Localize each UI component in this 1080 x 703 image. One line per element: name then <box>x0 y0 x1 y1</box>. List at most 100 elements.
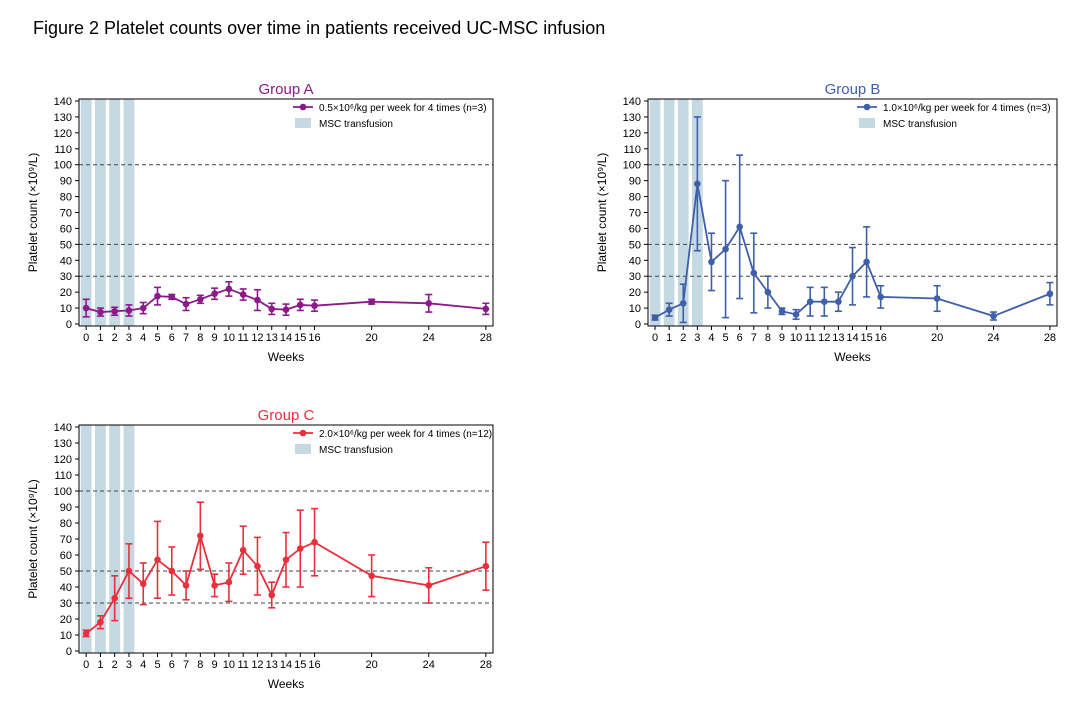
x-tick-label: 5 <box>154 659 160 671</box>
chart-title: Group B <box>825 81 881 98</box>
transfusion-bar <box>80 99 92 326</box>
y-tick-label: 30 <box>60 271 72 283</box>
x-tick-label: 2 <box>112 659 118 671</box>
data-point <box>254 296 261 304</box>
x-tick-label: 28 <box>1044 332 1056 344</box>
transfusion-bar <box>123 425 135 653</box>
y-tick-label: 60 <box>60 223 72 235</box>
y-tick-label: 10 <box>629 303 641 315</box>
data-point <box>425 299 433 307</box>
x-tick-label: 12 <box>251 659 263 671</box>
transfusion-bar <box>94 99 106 326</box>
y-tick-label: 80 <box>629 192 641 204</box>
x-tick-label: 8 <box>197 659 203 671</box>
y-tick-label: 0 <box>66 646 72 658</box>
chart-title: Group C <box>258 407 315 424</box>
x-tick-label: 13 <box>266 332 278 344</box>
data-point <box>125 307 133 314</box>
data-point <box>282 556 290 564</box>
x-axis-label: Weeks <box>268 350 304 364</box>
legend-series-marker <box>863 103 871 111</box>
x-tick-label: 13 <box>266 659 278 671</box>
y-tick-label: 10 <box>60 630 72 642</box>
x-tick-label: 0 <box>652 332 658 344</box>
legend-series-marker <box>299 429 307 437</box>
data-point <box>296 301 304 309</box>
data-point <box>425 582 433 589</box>
legend-transfusion-swatch <box>859 118 875 128</box>
x-tick-label: 11 <box>804 332 815 344</box>
chart-title: Group A <box>258 81 313 98</box>
data-point <box>1046 290 1054 298</box>
data-point <box>877 293 885 301</box>
y-tick-label: 30 <box>60 598 72 610</box>
data-point <box>679 299 687 307</box>
y-tick-label: 70 <box>60 208 72 220</box>
data-point <box>154 292 161 300</box>
x-tick-label: 6 <box>169 659 175 671</box>
legend-transfusion-label: MSC transfusion <box>319 119 393 130</box>
x-tick-label: 12 <box>818 332 830 344</box>
data-point <box>97 308 104 316</box>
data-point <box>311 302 318 309</box>
x-tick-label: 7 <box>183 332 189 344</box>
y-tick-label: 130 <box>623 112 641 124</box>
x-tick-label: 6 <box>737 332 743 344</box>
y-tick-label: 120 <box>54 454 72 466</box>
data-point <box>225 285 233 293</box>
x-tick-label: 9 <box>212 659 218 671</box>
data-point <box>239 291 247 298</box>
legend-series-marker <box>299 103 307 111</box>
x-tick-label: 6 <box>169 332 175 344</box>
x-tick-label: 8 <box>765 332 771 344</box>
x-tick-label: 11 <box>237 659 248 671</box>
legend-series-label: 2.0×10⁶/kg per week for 4 times (n=12) <box>319 429 492 440</box>
data-point <box>750 269 758 277</box>
x-tick-label: 1 <box>97 332 103 344</box>
y-tick-label: 140 <box>623 96 641 108</box>
data-point <box>863 258 870 266</box>
data-point <box>665 306 673 313</box>
data-point <box>82 630 90 637</box>
data-point <box>482 305 490 313</box>
y-tick-label: 30 <box>629 271 641 283</box>
x-tick-label: 2 <box>680 332 686 344</box>
y-tick-label: 110 <box>623 144 641 156</box>
x-tick-label: 2 <box>112 332 118 344</box>
data-point <box>211 582 218 589</box>
data-point <box>182 582 190 589</box>
data-point <box>820 298 828 306</box>
y-tick-label: 130 <box>54 112 72 124</box>
y-tick-label: 40 <box>629 255 641 267</box>
x-tick-label: 14 <box>280 332 292 344</box>
y-tick-label: 70 <box>60 534 72 546</box>
data-point <box>933 295 941 302</box>
x-tick-label: 28 <box>480 659 492 671</box>
data-point <box>694 180 701 188</box>
data-point <box>239 546 247 554</box>
data-point <box>282 306 290 313</box>
x-tick-label: 11 <box>237 332 248 344</box>
data-point <box>225 578 233 586</box>
x-tick-label: 0 <box>83 332 89 344</box>
y-tick-label: 110 <box>54 470 72 482</box>
data-point <box>482 562 490 570</box>
data-point <box>168 293 176 301</box>
data-point <box>139 580 147 588</box>
transfusion-bar <box>80 425 92 653</box>
transfusion-bar <box>663 99 675 326</box>
x-tick-label: 13 <box>832 332 844 344</box>
x-tick-label: 16 <box>308 659 320 671</box>
x-tick-label: 3 <box>126 659 132 671</box>
transfusion-bar <box>649 99 661 326</box>
y-tick-label: 20 <box>60 614 72 626</box>
data-point <box>651 314 659 321</box>
y-tick-label: 130 <box>54 438 72 450</box>
legend-transfusion-label: MSC transfusion <box>883 119 957 130</box>
data-point <box>296 545 304 552</box>
y-tick-label: 90 <box>60 502 72 514</box>
